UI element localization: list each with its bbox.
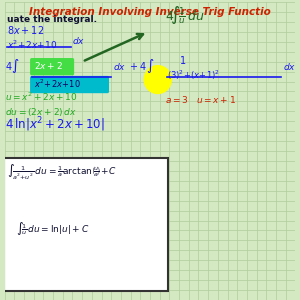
Text: uate the integral.: uate the integral. <box>7 15 97 24</box>
Circle shape <box>144 66 171 94</box>
Text: $(3)^2\!+\!(x\!+\!1)^2$: $(3)^2\!+\!(x\!+\!1)^2$ <box>167 68 220 82</box>
Text: $\int\!\frac{1}{u}\,du = \ln|u|+C$: $\int\!\frac{1}{u}\,du = \ln|u|+C$ <box>16 220 90 237</box>
FancyBboxPatch shape <box>31 76 108 92</box>
Text: $8x + 12$: $8x + 12$ <box>7 24 44 36</box>
Text: $u = x^2+2x+10$: $u = x^2+2x+10$ <box>4 91 77 103</box>
Text: $a=3\quad u=x+1$: $a=3\quad u=x+1$ <box>164 94 236 105</box>
FancyBboxPatch shape <box>4 158 168 291</box>
Text: $4\,\ln|x^2+2x+10|$: $4\,\ln|x^2+2x+10|$ <box>4 116 104 134</box>
Text: Integration Involving Inverse Trig Functio: Integration Involving Inverse Trig Funct… <box>29 7 271 17</box>
Text: $du = (2x+2)\,dx$: $du = (2x+2)\,dx$ <box>4 106 76 118</box>
Text: $x^2\!+\!2x\!+\!10$: $x^2\!+\!2x\!+\!10$ <box>34 78 81 90</box>
Text: $x^2\!+\!2x\!+\!10$: $x^2\!+\!2x\!+\!10$ <box>7 38 57 51</box>
Text: $dx$: $dx$ <box>283 61 296 72</box>
Text: $+\;4\int$: $+\;4\int$ <box>129 57 154 75</box>
FancyBboxPatch shape <box>31 59 74 75</box>
Text: $1$: $1$ <box>179 54 186 66</box>
Text: $dx$: $dx$ <box>73 35 85 46</box>
Text: $4\!\int\!\frac{1}{u}\,du$: $4\!\int\!\frac{1}{u}\,du$ <box>164 4 204 26</box>
Text: $4\int$: $4\int$ <box>4 57 19 75</box>
Text: $dx$: $dx$ <box>113 61 126 72</box>
Text: $2x+2$: $2x+2$ <box>34 60 63 71</box>
Text: $\int\!\frac{1}{a^2\!+\!u^2}\,du = \frac{1}{a}\arctan\!\left(\!\frac{u}{a}\!\rig: $\int\!\frac{1}{a^2\!+\!u^2}\,du = \frac… <box>7 163 116 182</box>
